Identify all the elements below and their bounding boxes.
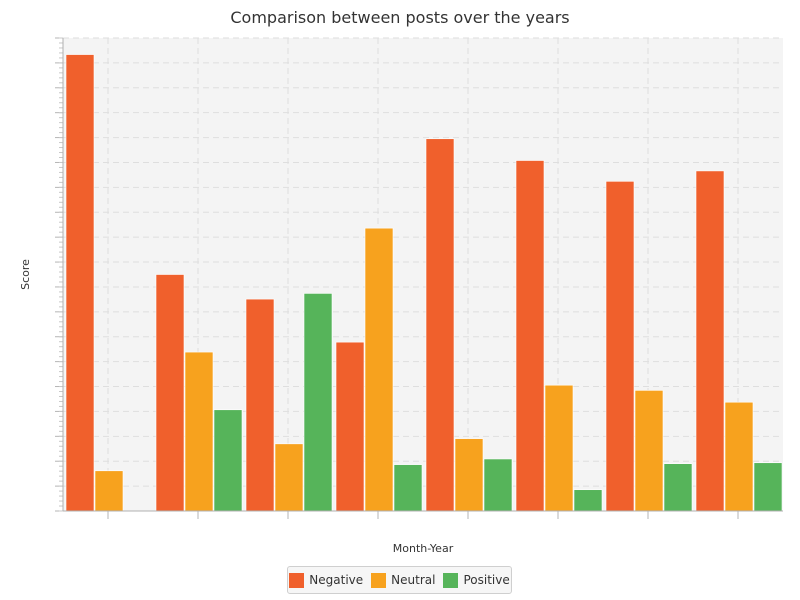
axes <box>55 37 783 519</box>
bar-negative <box>335 341 365 512</box>
legend-swatch <box>289 572 305 588</box>
legend-label: Neutral <box>391 573 436 587</box>
bar-neutral <box>94 470 124 512</box>
legend-item-positive: Positive <box>443 572 510 588</box>
bar-positive <box>753 462 783 512</box>
bar-negative <box>65 54 95 512</box>
bar-neutral <box>544 384 574 512</box>
bar-negative <box>695 170 725 512</box>
bar-neutral <box>274 443 304 512</box>
bar-neutral <box>634 390 664 512</box>
bar-positive <box>393 464 423 512</box>
bars <box>65 54 783 512</box>
legend-item-negative: Negative <box>289 572 364 588</box>
legend-swatch <box>443 572 459 588</box>
y-axis-label: Score <box>19 259 32 290</box>
bar-neutral <box>184 351 214 512</box>
bar-negative <box>245 298 275 512</box>
bar-positive <box>483 458 513 512</box>
legend-swatch <box>371 572 387 588</box>
bar-negative <box>605 181 635 512</box>
bar-negative <box>425 138 455 512</box>
bar-neutral <box>364 227 394 512</box>
bar-positive <box>663 463 693 512</box>
bar-positive <box>213 409 243 512</box>
legend-label: Negative <box>309 573 364 587</box>
x-axis-label: Month-Year <box>393 542 454 555</box>
bar-neutral <box>454 438 484 512</box>
chart-title: Comparison between posts over the years <box>230 8 570 27</box>
legend-item-neutral: Neutral <box>371 572 436 588</box>
bar-positive <box>573 489 603 512</box>
bar-negative <box>515 160 545 512</box>
legend-label: Positive <box>463 573 510 587</box>
bar-negative <box>155 274 185 512</box>
legend: Negative Neutral Positive <box>287 566 512 594</box>
bar-positive <box>303 293 333 512</box>
bar-neutral <box>724 401 754 512</box>
